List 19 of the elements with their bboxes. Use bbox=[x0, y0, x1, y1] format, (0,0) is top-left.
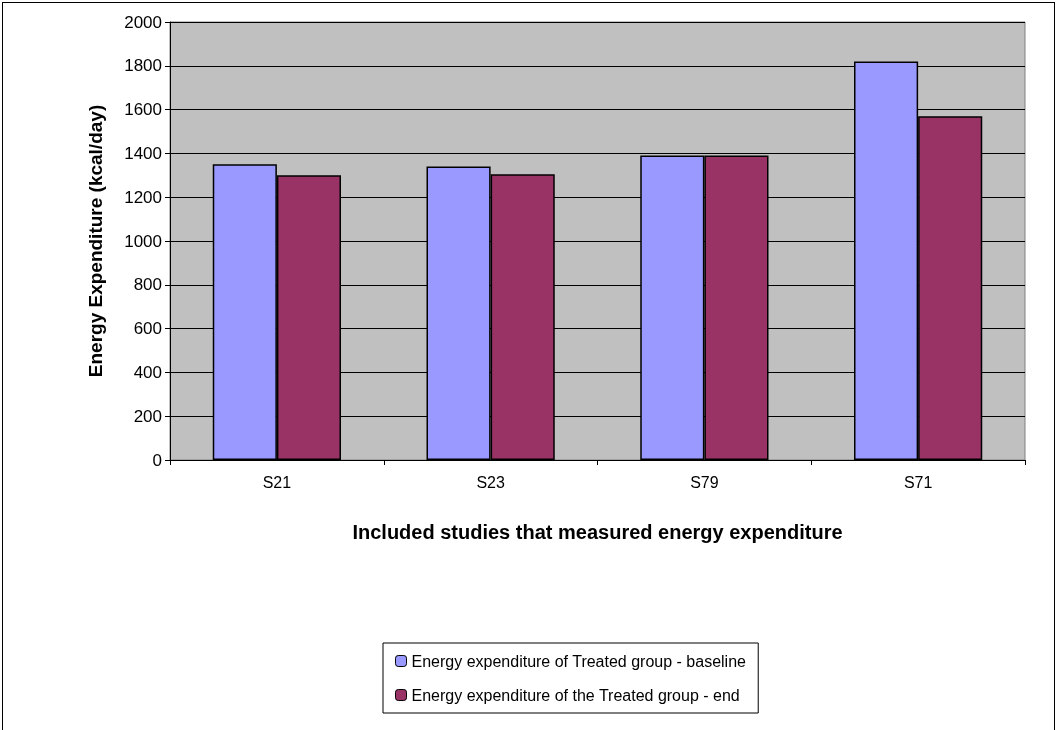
x-tick-label: S23 bbox=[476, 473, 505, 491]
y-tick-label: 2000 bbox=[124, 12, 162, 32]
legend-label: Energy expenditure of the Treated group - end bbox=[411, 686, 740, 704]
x-axis-title: Included studies that measured energy expenditure bbox=[352, 521, 843, 543]
y-tick-label: 400 bbox=[133, 362, 162, 382]
x-tick-label: S21 bbox=[262, 473, 292, 491]
y-tick-label: 800 bbox=[133, 275, 162, 295]
legend-label: Energy expenditure of Treated group - baseline bbox=[411, 652, 747, 670]
y-tick-label: 0 bbox=[152, 450, 162, 470]
y-tick-label: 1800 bbox=[124, 56, 162, 76]
x-tick-label: S71 bbox=[903, 473, 933, 491]
y-tick-label: 1200 bbox=[124, 187, 162, 207]
y-tick-label: 1000 bbox=[124, 231, 162, 251]
y-tick-label: 1400 bbox=[124, 143, 162, 163]
y-tick-label: 200 bbox=[133, 406, 162, 426]
y-axis-title: Energy Expenditure (kcal/day) bbox=[85, 104, 106, 378]
x-tick-label: S79 bbox=[690, 473, 719, 491]
y-tick-label: 1600 bbox=[124, 100, 162, 120]
y-tick-label: 600 bbox=[133, 319, 162, 339]
